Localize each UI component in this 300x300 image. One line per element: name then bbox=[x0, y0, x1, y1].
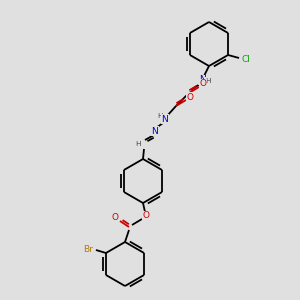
Text: O: O bbox=[142, 212, 149, 220]
Text: O: O bbox=[200, 80, 206, 88]
Text: N: N bbox=[152, 127, 158, 136]
Text: O: O bbox=[187, 92, 194, 101]
Text: N: N bbox=[162, 115, 168, 124]
Text: N: N bbox=[199, 76, 206, 85]
Text: Cl: Cl bbox=[242, 55, 250, 64]
Text: H: H bbox=[205, 78, 211, 84]
Text: H: H bbox=[157, 113, 163, 119]
Text: O: O bbox=[112, 212, 118, 221]
Text: Br: Br bbox=[83, 244, 93, 253]
Text: H: H bbox=[135, 141, 141, 147]
